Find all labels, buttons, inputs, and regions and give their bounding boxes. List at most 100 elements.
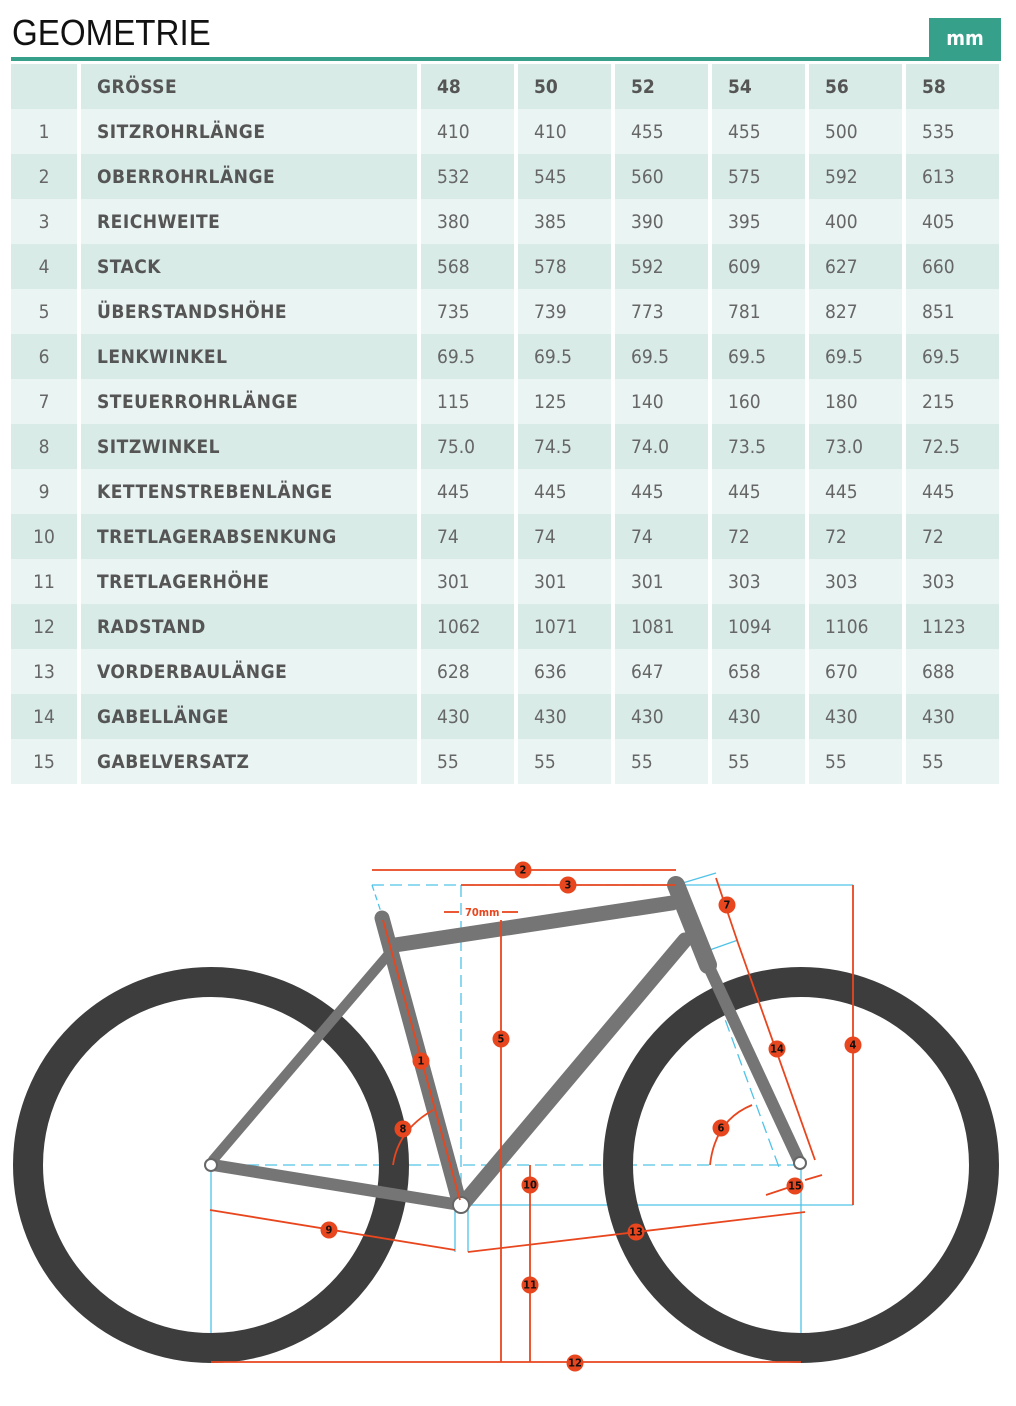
row-value: 410 bbox=[518, 109, 611, 154]
dimension-marker-5: 5 bbox=[492, 1030, 510, 1048]
row-number: 1 bbox=[11, 109, 77, 154]
table-row: 6 LENKWINKEL 69.5 69.5 69.5 69.5 69.5 69.5 bbox=[11, 334, 1001, 379]
row-value: 445 bbox=[906, 469, 999, 514]
row-value: 670 bbox=[809, 649, 902, 694]
table-row: 15 GABELVERSATZ 55 55 55 55 55 55 bbox=[11, 739, 1001, 784]
row-value: 735 bbox=[421, 289, 514, 334]
bottom-bracket bbox=[452, 1196, 470, 1214]
row-label: ÜBERSTANDSHÖHE bbox=[81, 289, 417, 334]
row-value: 72.5 bbox=[906, 424, 999, 469]
row-value: 500 bbox=[809, 109, 902, 154]
marker-number: 3 bbox=[565, 879, 572, 892]
row-value: 613 bbox=[906, 154, 999, 199]
row-number: 15 bbox=[11, 739, 77, 784]
row-label: GABELLÄNGE bbox=[81, 694, 417, 739]
row-number: 2 bbox=[11, 154, 77, 199]
dimension-marker-14: 14 bbox=[768, 1040, 786, 1058]
marker-number: 10 bbox=[523, 1179, 537, 1192]
row-value: 125 bbox=[518, 379, 611, 424]
header-size-54: 54 bbox=[712, 64, 805, 109]
row-value: 303 bbox=[712, 559, 805, 604]
table-row: 14 GABELLÄNGE 430 430 430 430 430 430 bbox=[11, 694, 1001, 739]
row-label: SITZWINKEL bbox=[81, 424, 417, 469]
dimension-marker-8: 8 bbox=[394, 1120, 412, 1138]
row-value: 55 bbox=[712, 739, 805, 784]
fork bbox=[702, 959, 806, 1169]
row-value: 628 bbox=[421, 649, 514, 694]
header-size-label: GRÖSSE bbox=[81, 64, 417, 109]
row-value: 430 bbox=[615, 694, 708, 739]
row-value: 660 bbox=[906, 244, 999, 289]
dimension-marker-1: 1 bbox=[412, 1052, 430, 1070]
dimension-marker-9: 9 bbox=[320, 1221, 338, 1239]
table-row: 2 OBERROHRLÄNGE 532 545 560 575 592 613 bbox=[11, 154, 1001, 199]
table-header-row: GRÖSSE 48 50 52 54 56 58 bbox=[11, 64, 1001, 109]
row-value: 560 bbox=[615, 154, 708, 199]
row-value: 1081 bbox=[615, 604, 708, 649]
row-value: 688 bbox=[906, 649, 999, 694]
front-wheel bbox=[603, 967, 999, 1363]
row-value: 180 bbox=[809, 379, 902, 424]
row-value: 55 bbox=[615, 739, 708, 784]
row-value: 430 bbox=[809, 694, 902, 739]
row-label: VORDERBAULÄNGE bbox=[81, 649, 417, 694]
row-value: 445 bbox=[518, 469, 611, 514]
bike-frame bbox=[207, 876, 806, 1213]
row-value: 69.5 bbox=[518, 334, 611, 379]
row-number: 3 bbox=[11, 199, 77, 244]
marker-number: 1 bbox=[418, 1055, 425, 1068]
marker-number: 15 bbox=[788, 1180, 802, 1193]
row-number: 9 bbox=[11, 469, 77, 514]
row-value: 430 bbox=[906, 694, 999, 739]
row-number: 13 bbox=[11, 649, 77, 694]
header-number-cell bbox=[11, 64, 77, 109]
dimension-marker-3: 3 bbox=[559, 876, 577, 894]
marker-number: 2 bbox=[520, 864, 527, 877]
row-value: 851 bbox=[906, 289, 999, 334]
header-size-50: 50 bbox=[518, 64, 611, 109]
row-number: 11 bbox=[11, 559, 77, 604]
row-value: 69.5 bbox=[712, 334, 805, 379]
table-row: 8 SITZWINKEL 75.0 74.5 74.0 73.5 73.0 72.5 bbox=[11, 424, 1001, 469]
row-value: 140 bbox=[615, 379, 708, 424]
row-label: KETTENSTREBENLÄNGE bbox=[81, 469, 417, 514]
offset-label: 70mm bbox=[465, 906, 499, 919]
table-row: 12 RADSTAND 1062 1071 1081 1094 1106 1123 bbox=[11, 604, 1001, 649]
row-value: 578 bbox=[518, 244, 611, 289]
row-value: 827 bbox=[809, 289, 902, 334]
row-value: 773 bbox=[615, 289, 708, 334]
row-value: 72 bbox=[809, 514, 902, 559]
row-value: 55 bbox=[518, 739, 611, 784]
row-value: 55 bbox=[809, 739, 902, 784]
row-value: 74 bbox=[518, 514, 611, 559]
row-number: 14 bbox=[11, 694, 77, 739]
row-label: SITZROHRLÄNGE bbox=[81, 109, 417, 154]
row-value: 1123 bbox=[906, 604, 999, 649]
row-value: 636 bbox=[518, 649, 611, 694]
head-tube bbox=[667, 876, 717, 974]
row-value: 647 bbox=[615, 649, 708, 694]
row-label: LENKWINKEL bbox=[81, 334, 417, 379]
row-value: 69.5 bbox=[809, 334, 902, 379]
row-value: 72 bbox=[712, 514, 805, 559]
marker-number: 5 bbox=[498, 1033, 505, 1046]
row-value: 74.0 bbox=[615, 424, 708, 469]
row-number: 6 bbox=[11, 334, 77, 379]
row-number: 8 bbox=[11, 424, 77, 469]
geometry-table: GRÖSSE 48 50 52 54 56 58 1 SITZROHRLÄNGE 410 410 45… bbox=[11, 64, 1001, 784]
row-label: STEUERROHRLÄNGE bbox=[81, 379, 417, 424]
row-value: 73.5 bbox=[712, 424, 805, 469]
table-row: 5 ÜBERSTANDSHÖHE 735 739 773 781 827 851 bbox=[11, 289, 1001, 334]
row-value: 535 bbox=[906, 109, 999, 154]
row-value: 74 bbox=[615, 514, 708, 559]
top-tube bbox=[387, 895, 680, 953]
unit-badge: mm bbox=[929, 18, 1001, 57]
row-value: 592 bbox=[809, 154, 902, 199]
row-value: 72 bbox=[906, 514, 999, 559]
row-value: 609 bbox=[712, 244, 805, 289]
row-value: 532 bbox=[421, 154, 514, 199]
marker-number: 8 bbox=[400, 1123, 407, 1136]
table-row: 1 SITZROHRLÄNGE 410 410 455 455 500 535 bbox=[11, 109, 1001, 154]
row-number: 12 bbox=[11, 604, 77, 649]
row-value: 410 bbox=[421, 109, 514, 154]
